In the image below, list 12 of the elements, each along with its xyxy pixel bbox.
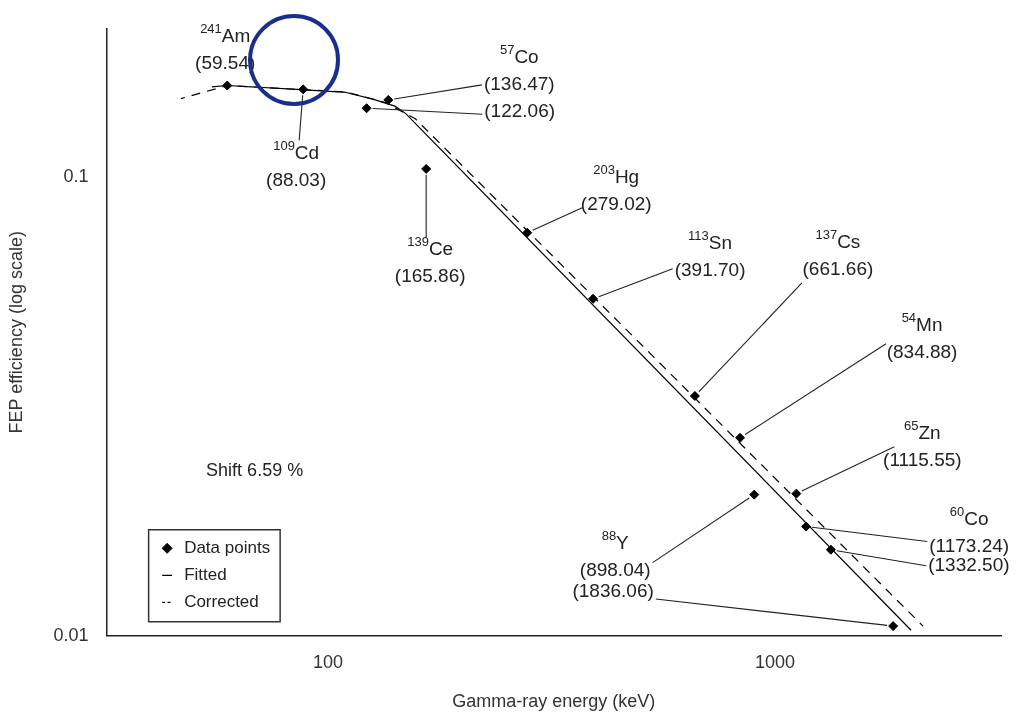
x-tick-label: 100 <box>312 651 343 672</box>
annotation: (122.06) <box>484 100 556 122</box>
legend-label: Data points <box>184 537 271 557</box>
y-tick-label: 0.1 <box>63 165 89 186</box>
x-tick-label: 1000 <box>755 651 796 672</box>
legend-label: Fitted <box>184 564 227 584</box>
legend-label: Corrected <box>184 591 259 611</box>
annotation: Shift 6.59 % <box>206 459 304 480</box>
y-axis-title: FEP efficiency (log scale) <box>5 231 26 434</box>
annotation: (1836.06) <box>572 580 654 602</box>
x-axis-title: Gamma-ray energy (keV) <box>452 691 656 712</box>
y-tick-label: 0.01 <box>53 624 89 645</box>
